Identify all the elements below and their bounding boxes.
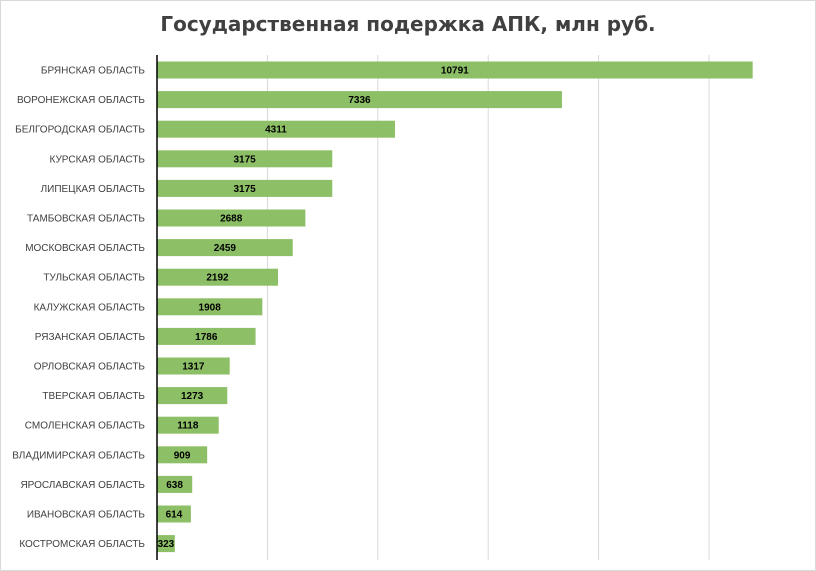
- data-label: 1118: [177, 421, 199, 432]
- bar: [157, 61, 753, 79]
- bar: [157, 357, 230, 375]
- data-label: 1317: [182, 362, 205, 373]
- data-label: 4311: [265, 125, 287, 136]
- data-label: 638: [166, 480, 183, 491]
- category-label: КОСТРОМСКАЯ ОБЛАСТЬ: [19, 539, 145, 550]
- category-label: СМОЛЕНСКАЯ ОБЛАСТЬ: [25, 421, 146, 432]
- bar: [157, 535, 175, 553]
- bar: [157, 120, 395, 138]
- data-label: 614: [166, 510, 183, 521]
- bar: [157, 416, 219, 434]
- data-label: 3175: [234, 184, 257, 195]
- bar: [157, 446, 208, 464]
- bar: [157, 239, 293, 257]
- data-label: 1908: [199, 302, 222, 313]
- category-label: МОСКОВСКАЯ ОБЛАСТЬ: [25, 243, 145, 254]
- category-label: БЕЛГОРОДСКАЯ ОБЛАСТЬ: [15, 125, 145, 136]
- category-label: ВЛАДИМИРСКАЯ ОБЛАСТЬ: [12, 450, 145, 461]
- bar: [157, 327, 256, 345]
- data-label: 10791: [441, 66, 469, 77]
- category-label: КАЛУЖСКАЯ ОБЛАСТЬ: [34, 302, 146, 313]
- category-label: БРЯНСКАЯ ОБЛАСТЬ: [41, 66, 146, 77]
- category-label: ТУЛЬСКАЯ ОБЛАСТЬ: [43, 273, 145, 284]
- data-label: 323: [158, 539, 175, 550]
- bar: [157, 268, 278, 286]
- category-label: ОРЛОВСКАЯ ОБЛАСТЬ: [34, 362, 146, 373]
- category-label: РЯЗАНСКАЯ ОБЛАСТЬ: [35, 332, 146, 343]
- category-label: ТАМБОВСКАЯ ОБЛАСТЬ: [27, 214, 145, 225]
- chart-title: Государственная подержка АПК, млн руб.: [160, 12, 656, 36]
- data-label: 2688: [220, 214, 243, 225]
- bar: [157, 387, 228, 405]
- data-label: 1786: [195, 332, 218, 343]
- bar: [157, 475, 193, 493]
- category-label: ТВЕРСКАЯ ОБЛАСТЬ: [42, 391, 145, 402]
- data-label: 1273: [181, 391, 204, 402]
- category-label: ИВАНОВСКАЯ ОБЛАСТЬ: [27, 510, 146, 521]
- data-label: 3175: [234, 154, 257, 165]
- data-label: 7336: [348, 95, 371, 106]
- category-label: ЛИПЕЦКАЯ ОБЛАСТЬ: [41, 184, 146, 195]
- data-label: 2192: [206, 273, 229, 284]
- bar: [157, 150, 333, 168]
- bar: [157, 505, 191, 523]
- category-label: ЯРОСЛАВСКАЯ ОБЛАСТЬ: [20, 480, 145, 491]
- category-label: ВОРОНЕЖСКАЯ ОБЛАСТЬ: [17, 95, 145, 106]
- data-label: 2459: [214, 243, 237, 254]
- bar: [157, 91, 562, 109]
- bar: [157, 209, 306, 227]
- bar: [157, 298, 263, 316]
- category-label: КУРСКАЯ ОБЛАСТЬ: [50, 154, 146, 165]
- bar: [157, 179, 333, 197]
- data-label: 909: [174, 450, 191, 461]
